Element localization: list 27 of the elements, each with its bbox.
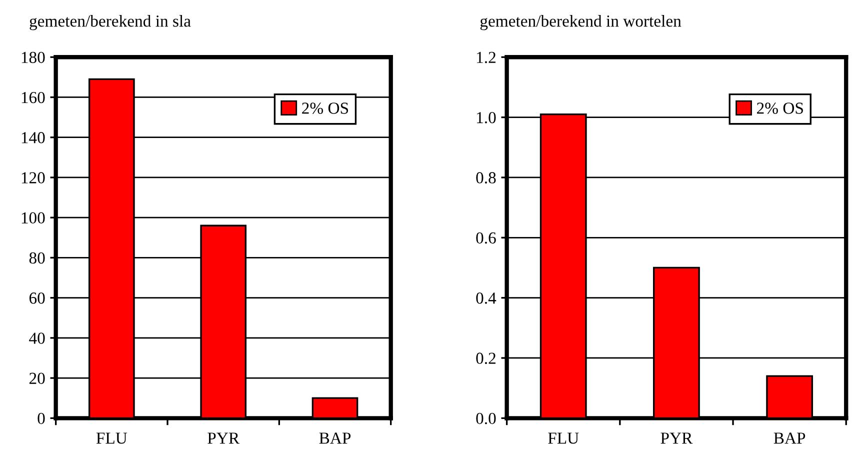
y-tick-label: 40 — [29, 332, 45, 344]
chart-title: gemeten/berekend in wortelen — [480, 15, 682, 30]
legend-label: 2% OS — [302, 102, 348, 114]
chart-title: gemeten/berekend in sla — [30, 15, 191, 30]
y-tick-label: 20 — [29, 372, 45, 384]
x-tick-label: FLU — [96, 432, 128, 444]
y-tick-label: 0.4 — [476, 292, 496, 304]
y-tick-label: 0.8 — [476, 172, 496, 184]
y-tick-label: 1.0 — [477, 112, 496, 124]
y-tick-label: 1.2 — [477, 52, 496, 64]
x-tick-label: FLU — [548, 432, 579, 444]
y-tick-label: 160 — [22, 92, 45, 104]
y-tick-label: 0 — [38, 412, 45, 424]
x-tick-label: BAP — [774, 432, 806, 444]
x-tick-label: PYR — [208, 432, 240, 444]
y-tick-label: 120 — [22, 172, 45, 184]
x-tick-label: PYR — [660, 432, 693, 444]
y-tick-label: 0.2 — [476, 352, 496, 364]
y-tick-label: 100 — [22, 212, 45, 224]
y-tick-label: 180 — [22, 52, 45, 64]
y-tick-label: 0.6 — [476, 232, 496, 244]
y-tick-label: 80 — [29, 252, 45, 264]
y-tick-label: 60 — [29, 292, 45, 304]
y-tick-label: 140 — [22, 132, 45, 144]
x-tick-label: BAP — [319, 432, 351, 444]
legend-label: 2% OS — [757, 102, 803, 114]
y-tick-label: 0.0 — [476, 412, 496, 424]
